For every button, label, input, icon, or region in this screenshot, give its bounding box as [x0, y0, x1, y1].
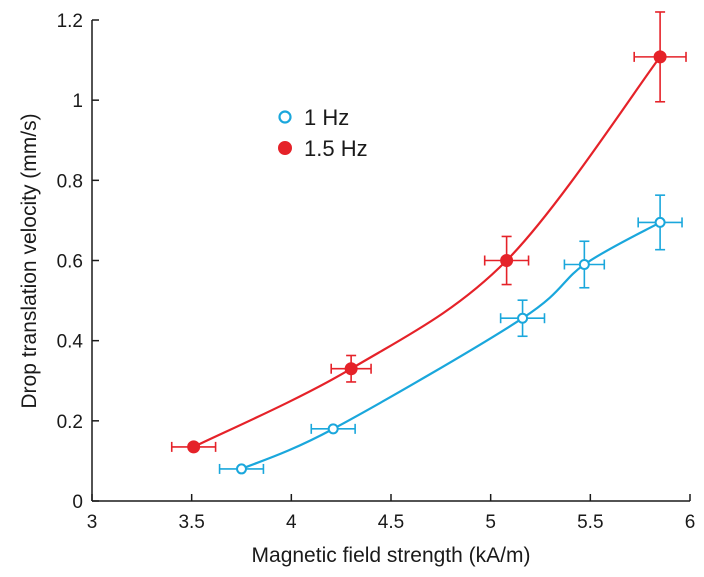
fit-curve-1-hz — [241, 221, 661, 470]
x-tick-label: 4 — [286, 512, 297, 533]
y-tick-label: 0.2 — [57, 412, 83, 433]
error-bars — [170, 11, 687, 474]
y-tick-label: 0 — [72, 492, 83, 513]
y-tick-label: 0.8 — [57, 171, 83, 192]
y-ticks: 0 0.2 0.4 0.6 0.8 1 1.2 — [57, 11, 99, 513]
data-point-1-hz — [578, 259, 590, 271]
data-point-1-hz — [327, 423, 339, 435]
data-points — [187, 50, 667, 475]
x-ticks: 3 3.5 4 4.5 5 5.5 6 — [87, 494, 696, 533]
data-point-1-hz — [654, 216, 666, 228]
y-axis-title: Drop translation velocity (mm/s) — [18, 113, 41, 408]
y-tick-label: 1.2 — [57, 11, 83, 32]
data-point-1-5-hz — [653, 50, 667, 64]
fit-curve-1-5-hz — [193, 56, 661, 448]
x-tick-label: 5.5 — [577, 512, 603, 533]
x-axis-title: Magnetic field strength (kA/m) — [252, 544, 531, 567]
y-tick-label: 1 — [72, 91, 83, 112]
data-point-1-hz — [517, 312, 529, 324]
axes — [91, 20, 690, 502]
data-point-1-5-hz — [344, 362, 358, 376]
legend: 1 Hz 1.5 Hz — [278, 105, 368, 161]
x-tick-label: 6 — [685, 512, 696, 533]
legend-marker-1-5hz — [278, 141, 292, 155]
y-tick-label: 0.6 — [57, 252, 83, 273]
data-point-1-5-hz — [500, 254, 514, 267]
data-point-1-5-hz — [187, 440, 201, 454]
x-tick-label: 4.5 — [378, 512, 404, 533]
legend-label-1-5hz: 1.5 Hz — [304, 136, 368, 161]
legend-marker-1hz — [278, 110, 292, 124]
x-tick-label: 3.5 — [178, 512, 204, 533]
legend-label-1hz: 1 Hz — [304, 105, 349, 130]
data-point-1-hz — [236, 463, 247, 475]
x-tick-label: 3 — [87, 512, 98, 533]
fit-curves — [193, 56, 661, 470]
x-tick-label: 5 — [485, 512, 496, 533]
y-tick-label: 0.4 — [57, 332, 84, 353]
